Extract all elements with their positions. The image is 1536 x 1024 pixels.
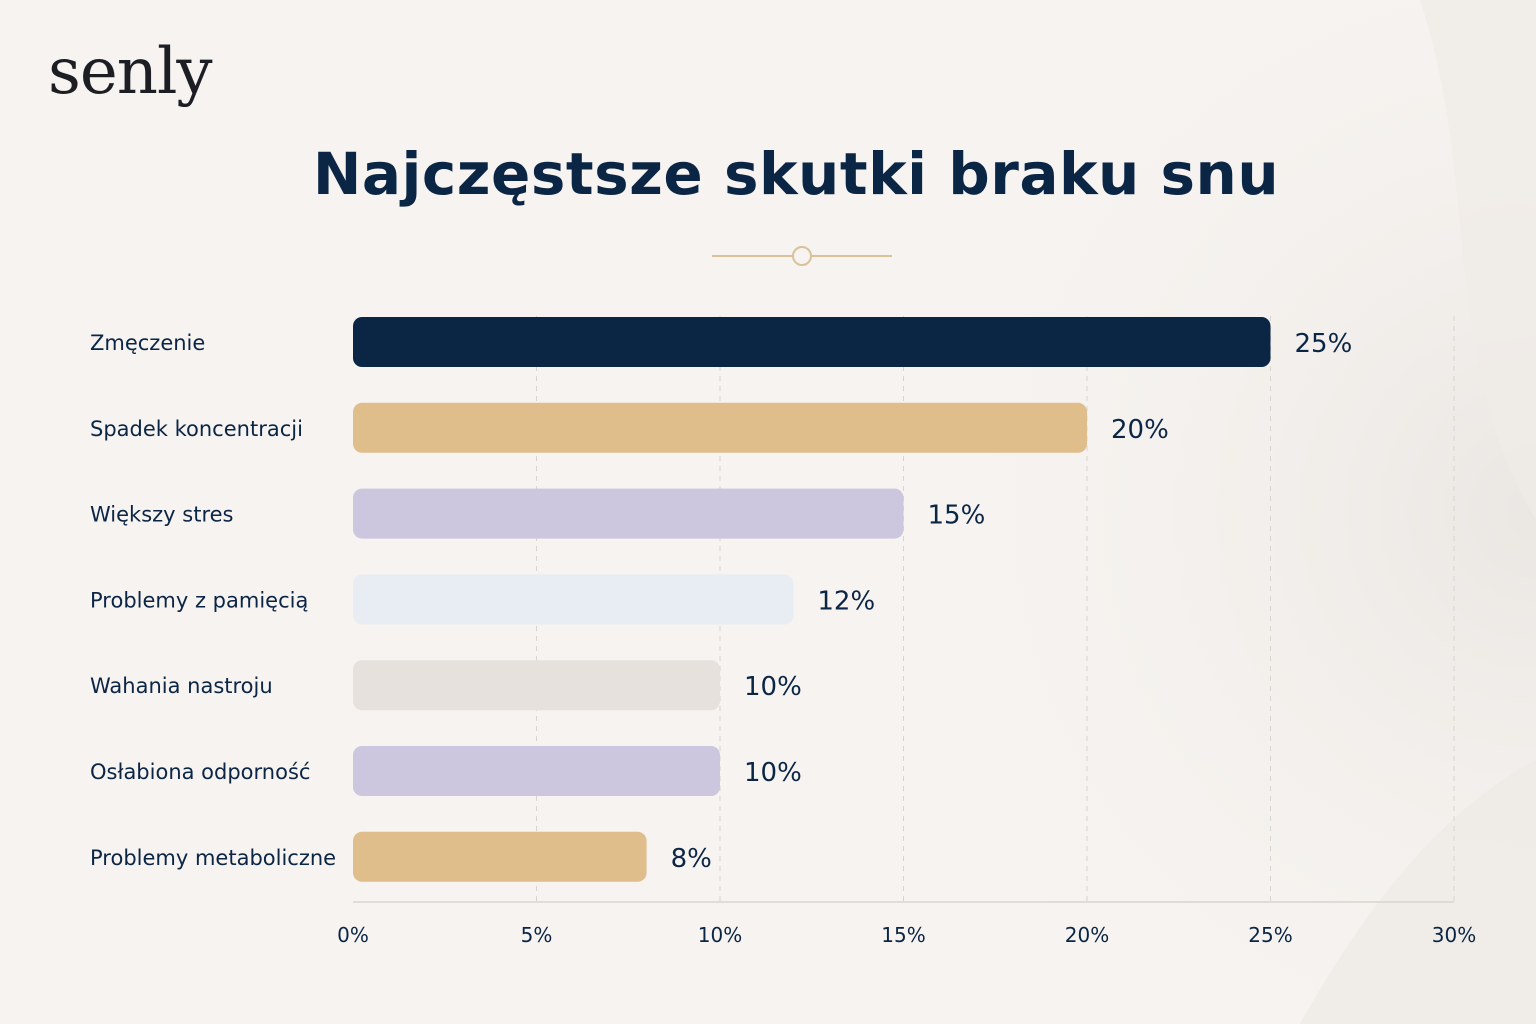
x-tick-label: 10%	[698, 923, 742, 947]
value-labels: 25% 20% 15% 12% 10% 10% 8%	[671, 329, 1353, 874]
title-divider	[712, 246, 892, 266]
x-tick-label: 25%	[1248, 923, 1292, 947]
bar	[353, 488, 904, 539]
x-tick-label: 5%	[521, 923, 553, 947]
value-label: 20%	[1111, 415, 1169, 445]
category-label: Większy stres	[90, 503, 234, 527]
value-label: 25%	[1295, 329, 1353, 359]
bar	[353, 746, 720, 796]
category-label: Problemy metaboliczne	[90, 846, 336, 870]
x-tick-label: 30%	[1432, 923, 1476, 947]
value-label: 12%	[817, 586, 875, 616]
category-label: Osłabiona odporność	[90, 760, 310, 784]
bar	[353, 660, 720, 711]
category-label: Wahania nastroju	[90, 674, 273, 698]
category-labels: Zmęczenie Spadek koncentracji Większy stre…	[90, 331, 336, 870]
value-label: 15%	[928, 501, 986, 531]
category-label: Spadek koncentracji	[90, 417, 303, 441]
chart-title: Najczęstsze skutki braku snu	[312, 140, 1280, 208]
x-tick-label: 20%	[1065, 923, 1109, 947]
category-label: Problemy z pamięcią	[90, 588, 308, 612]
x-tick-label: 15%	[881, 923, 925, 947]
x-axis: 0% 5% 10% 15% 20% 25% 30%	[337, 901, 1476, 947]
value-label: 10%	[744, 672, 802, 702]
bar	[353, 317, 1271, 367]
bar	[353, 574, 794, 625]
bars	[353, 317, 1271, 882]
bar	[353, 402, 1087, 453]
bar	[353, 831, 647, 882]
value-label: 8%	[671, 844, 712, 874]
brand-logo: senly	[48, 35, 213, 109]
x-tick-label: 0%	[337, 923, 369, 947]
category-label: Zmęczenie	[90, 331, 205, 355]
value-label: 10%	[744, 758, 802, 788]
